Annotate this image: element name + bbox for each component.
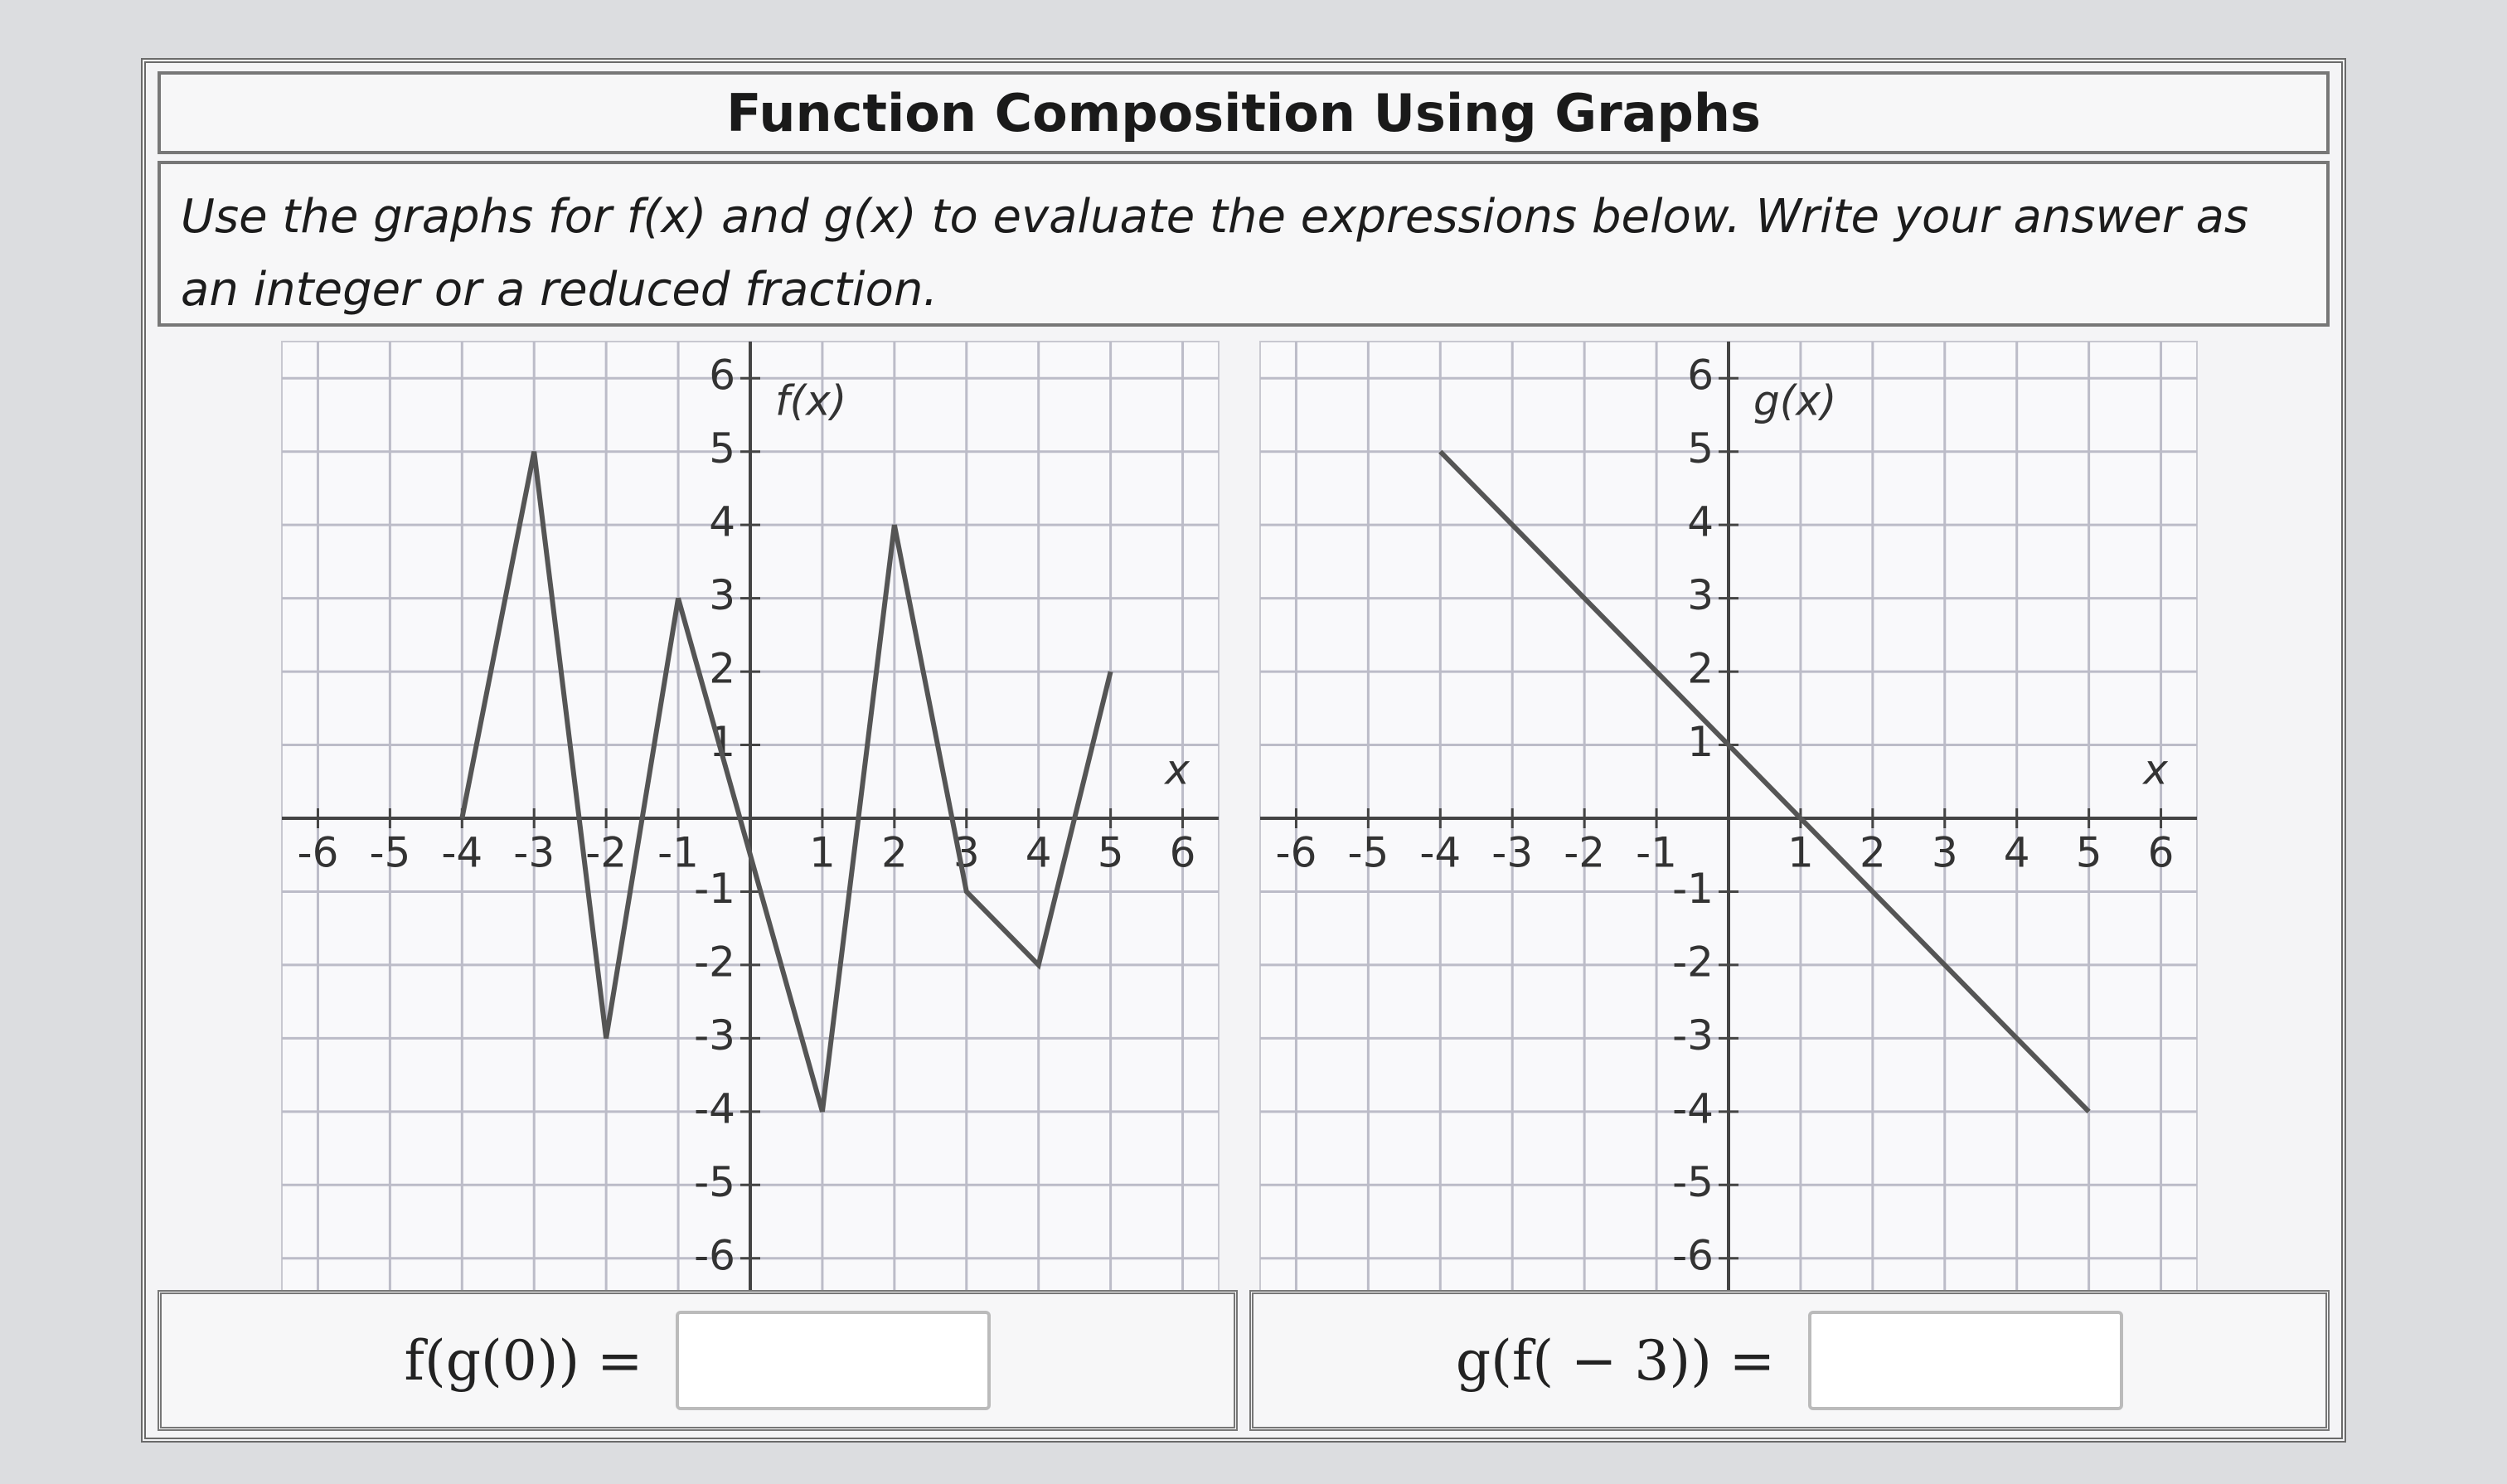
x-tick-label: -3 — [513, 829, 555, 877]
function-line — [459, 451, 1113, 1113]
instructions: Use the graphs for f(x) and g(x) to eval… — [158, 161, 2330, 327]
y-tick-label: -1 — [694, 865, 735, 913]
y-tick-label: -5 — [694, 1158, 735, 1206]
y-tick-label: 6 — [1687, 352, 1714, 400]
y-tick-label: -3 — [1672, 1011, 1714, 1060]
x-tick-label: 1 — [1787, 829, 1814, 877]
answer-input[interactable] — [676, 1311, 992, 1410]
x-tick-label: 2 — [881, 829, 908, 877]
x-tick-label: 5 — [1098, 829, 1124, 877]
x-tick-label: -6 — [298, 829, 339, 877]
y-tick-label: -3 — [694, 1011, 735, 1060]
question: g(f( − 3)) = — [1249, 1290, 2330, 1431]
y-tick-label: -4 — [1672, 1084, 1714, 1132]
x-tick-label: -2 — [1564, 829, 1605, 877]
y-tick-label: -6 — [1672, 1231, 1714, 1279]
function-label: f(x) — [775, 377, 846, 425]
y-tick-label: 4 — [709, 498, 735, 546]
y-tick-label: -5 — [1672, 1158, 1714, 1206]
graphs: -6 -5 -4 -3 -2 -1 1 2 3 4 5 6-6-5-4-3-2-1123456xf(x… — [281, 341, 2198, 1296]
y-tick-label: 3 — [1687, 571, 1714, 619]
x-tick-label: 6 — [1170, 829, 1196, 877]
y-tick-label: -6 — [694, 1231, 735, 1279]
y-tick-label: 3 — [709, 571, 735, 619]
x-tick-label: 3 — [1932, 829, 1958, 877]
x-tick-label: 2 — [1860, 829, 1886, 877]
y-tick-label: -1 — [1672, 865, 1714, 913]
x-tick-label: -3 — [1491, 829, 1533, 877]
x-tick-label: -5 — [1347, 829, 1389, 877]
x-tick-label: 4 — [1026, 829, 1052, 877]
y-tick-label: -2 — [694, 938, 735, 986]
x-tick-label: 5 — [2076, 829, 2102, 877]
y-tick-label: 5 — [709, 424, 735, 473]
x-tick-label: -5 — [369, 829, 410, 877]
x-tick-label: -6 — [1276, 829, 1317, 877]
y-tick-label: 2 — [709, 645, 735, 693]
x-tick-label: -1 — [1636, 829, 1677, 877]
x-tick-label: -4 — [1419, 829, 1461, 877]
x-tick-label: -4 — [441, 829, 482, 877]
y-tick-label: 6 — [709, 352, 735, 400]
x-tick-label: -1 — [657, 829, 699, 877]
expression: f(g(0)) = — [404, 1328, 643, 1393]
x-tick-label: 1 — [809, 829, 836, 877]
question: f(g(0)) = — [158, 1290, 1238, 1431]
answer-input[interactable] — [1808, 1311, 2124, 1410]
x-axis-label: x — [1163, 746, 1190, 794]
y-tick-label: 2 — [1687, 645, 1714, 693]
title: Function Composition Using Graphs — [158, 71, 2330, 154]
y-tick-label: 5 — [1687, 424, 1714, 473]
answers: f(g(0)) = g(f( − 3)) = — [158, 1290, 2330, 1431]
function-line — [1438, 449, 2091, 1113]
y-tick-label: -2 — [1672, 938, 1714, 986]
y-tick-label: -4 — [694, 1084, 735, 1132]
problem-panel: Function Composition Using Graphs Use th… — [141, 58, 2346, 1443]
function-label: g(x) — [1753, 377, 1836, 425]
expression: g(f( − 3)) = — [1455, 1328, 1776, 1393]
x-tick-label: 6 — [2148, 829, 2175, 877]
x-axis-label: x — [2141, 746, 2168, 794]
y-tick-label: 4 — [1687, 498, 1714, 546]
x-tick-label: 4 — [2004, 829, 2030, 877]
x-tick-label: -2 — [585, 829, 627, 877]
